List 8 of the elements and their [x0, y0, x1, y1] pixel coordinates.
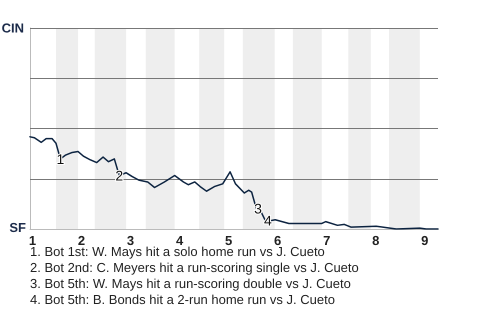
- x-tick-label: 7: [323, 233, 330, 248]
- text: 2. Bot 2nd: C. Meyers hit a run-scoring single vs J. Cueto: [30, 260, 359, 275]
- text: SF: [9, 220, 26, 235]
- x-tick-label: 8: [372, 233, 380, 248]
- text: 3. Bot 5th: W. Mays hit a run-scoring double vs J. Cueto: [30, 276, 351, 291]
- text: 4. Bot 5th: B. Bonds hit a 2-run home run vs J. Cueto: [30, 292, 335, 307]
- x-tick-label: 9: [421, 233, 428, 248]
- ref-line-label: CIN: [2, 20, 24, 36]
